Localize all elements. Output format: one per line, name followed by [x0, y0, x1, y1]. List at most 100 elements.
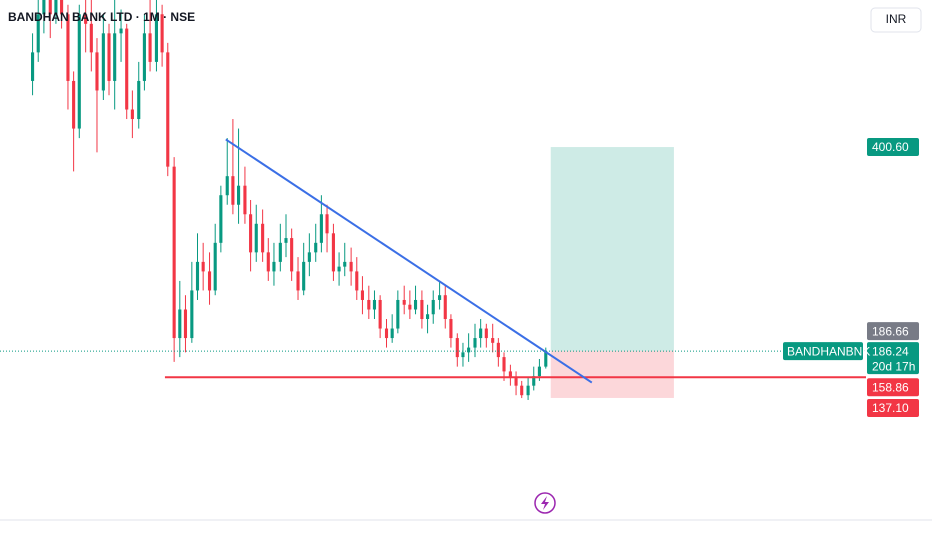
candle-body [325, 214, 329, 234]
target-label-bg [867, 138, 919, 157]
candle-body [225, 176, 229, 196]
candle-body [484, 328, 488, 339]
candle-body [408, 304, 412, 310]
candle-body [514, 378, 518, 386]
candle-body [172, 166, 176, 339]
candle-body [89, 23, 93, 53]
candle-body [119, 28, 123, 34]
target-zone [550, 147, 674, 351]
candle-body [31, 52, 35, 81]
candle-body [508, 371, 512, 379]
candle-body [272, 261, 276, 272]
candle-body [148, 33, 152, 62]
candle-body [443, 295, 447, 320]
candle-body [125, 28, 129, 110]
candle-body [302, 261, 306, 291]
candle-body [296, 271, 300, 291]
candle-body [479, 328, 483, 339]
countdown-label: 20d 17h [872, 359, 915, 373]
candle-body [390, 328, 394, 339]
trendline [225, 138, 593, 384]
candle-body [455, 338, 459, 358]
plot [31, 0, 548, 400]
candle-body [449, 319, 453, 339]
candle-body [178, 309, 182, 339]
currency-button[interactable] [870, 7, 922, 33]
last-price-bg [867, 342, 919, 375]
candle-body [413, 299, 418, 310]
candle-body [142, 33, 146, 81]
candle-body [66, 14, 70, 81]
candle-body [219, 195, 223, 243]
entry-label-bg [867, 322, 919, 341]
candle-body [72, 80, 76, 129]
candle-body [266, 252, 270, 272]
chart-title: BANDHAN BANK LTD · 1M · NSE [8, 10, 195, 24]
candle-body [473, 338, 477, 348]
event-icon[interactable] [534, 492, 556, 514]
candle-body [496, 342, 500, 358]
candle-body [431, 299, 435, 315]
candle-body [84, 14, 88, 24]
candle-body [137, 80, 141, 120]
support-label: 158.86 [872, 380, 909, 394]
candle-body [278, 242, 282, 262]
candle-body [337, 266, 341, 272]
candle-body [343, 261, 347, 267]
candle-body [183, 309, 188, 339]
target-label: 400.60 [872, 140, 909, 154]
candle-body [526, 385, 530, 396]
candle-body [54, 0, 58, 15]
candle-body [355, 271, 359, 291]
candle-body [367, 299, 371, 310]
candle-body [467, 347, 471, 353]
event-bolt [541, 496, 549, 510]
candle-body [107, 33, 111, 81]
candle-body [160, 14, 164, 53]
candle-body [502, 357, 506, 372]
candle-body [42, 0, 46, 15]
candle-body [426, 314, 430, 320]
candle-body [195, 261, 200, 291]
candle-body [307, 252, 311, 262]
candle-body [261, 223, 265, 253]
candle-body [48, 0, 52, 15]
candle-body [360, 290, 364, 300]
candle-body [201, 261, 205, 272]
support-label-bg [867, 378, 919, 397]
candle-body [284, 238, 288, 243]
candle-body [537, 366, 541, 377]
stop-label: 137.10 [872, 401, 909, 415]
candle-body [243, 185, 247, 215]
candle-body [101, 33, 105, 91]
candle-body [378, 299, 382, 329]
candle-body [36, 14, 40, 53]
candle-body [384, 328, 389, 339]
candle-body [372, 299, 377, 310]
candle-body [290, 238, 294, 272]
candle-body [402, 299, 406, 305]
candle-body [231, 176, 235, 205]
candle-body [237, 185, 241, 205]
price-axis-bg [866, 0, 932, 520]
currency-label[interactable]: INR [886, 12, 907, 26]
candle-body [77, 14, 81, 129]
candle-body [314, 242, 318, 253]
candle-body [520, 385, 524, 396]
candle-body [544, 351, 548, 367]
stop-label-bg [867, 398, 919, 417]
candle-body [461, 352, 465, 358]
candle-body [166, 52, 170, 167]
candle-body [349, 261, 353, 272]
candle-body [154, 14, 159, 62]
candle-body [331, 233, 335, 272]
stop-zone [550, 350, 674, 398]
candle-body [532, 376, 536, 386]
candle-body [491, 338, 495, 343]
candle-body [60, 0, 64, 15]
candle-body [420, 299, 424, 320]
candle-body [319, 214, 323, 243]
